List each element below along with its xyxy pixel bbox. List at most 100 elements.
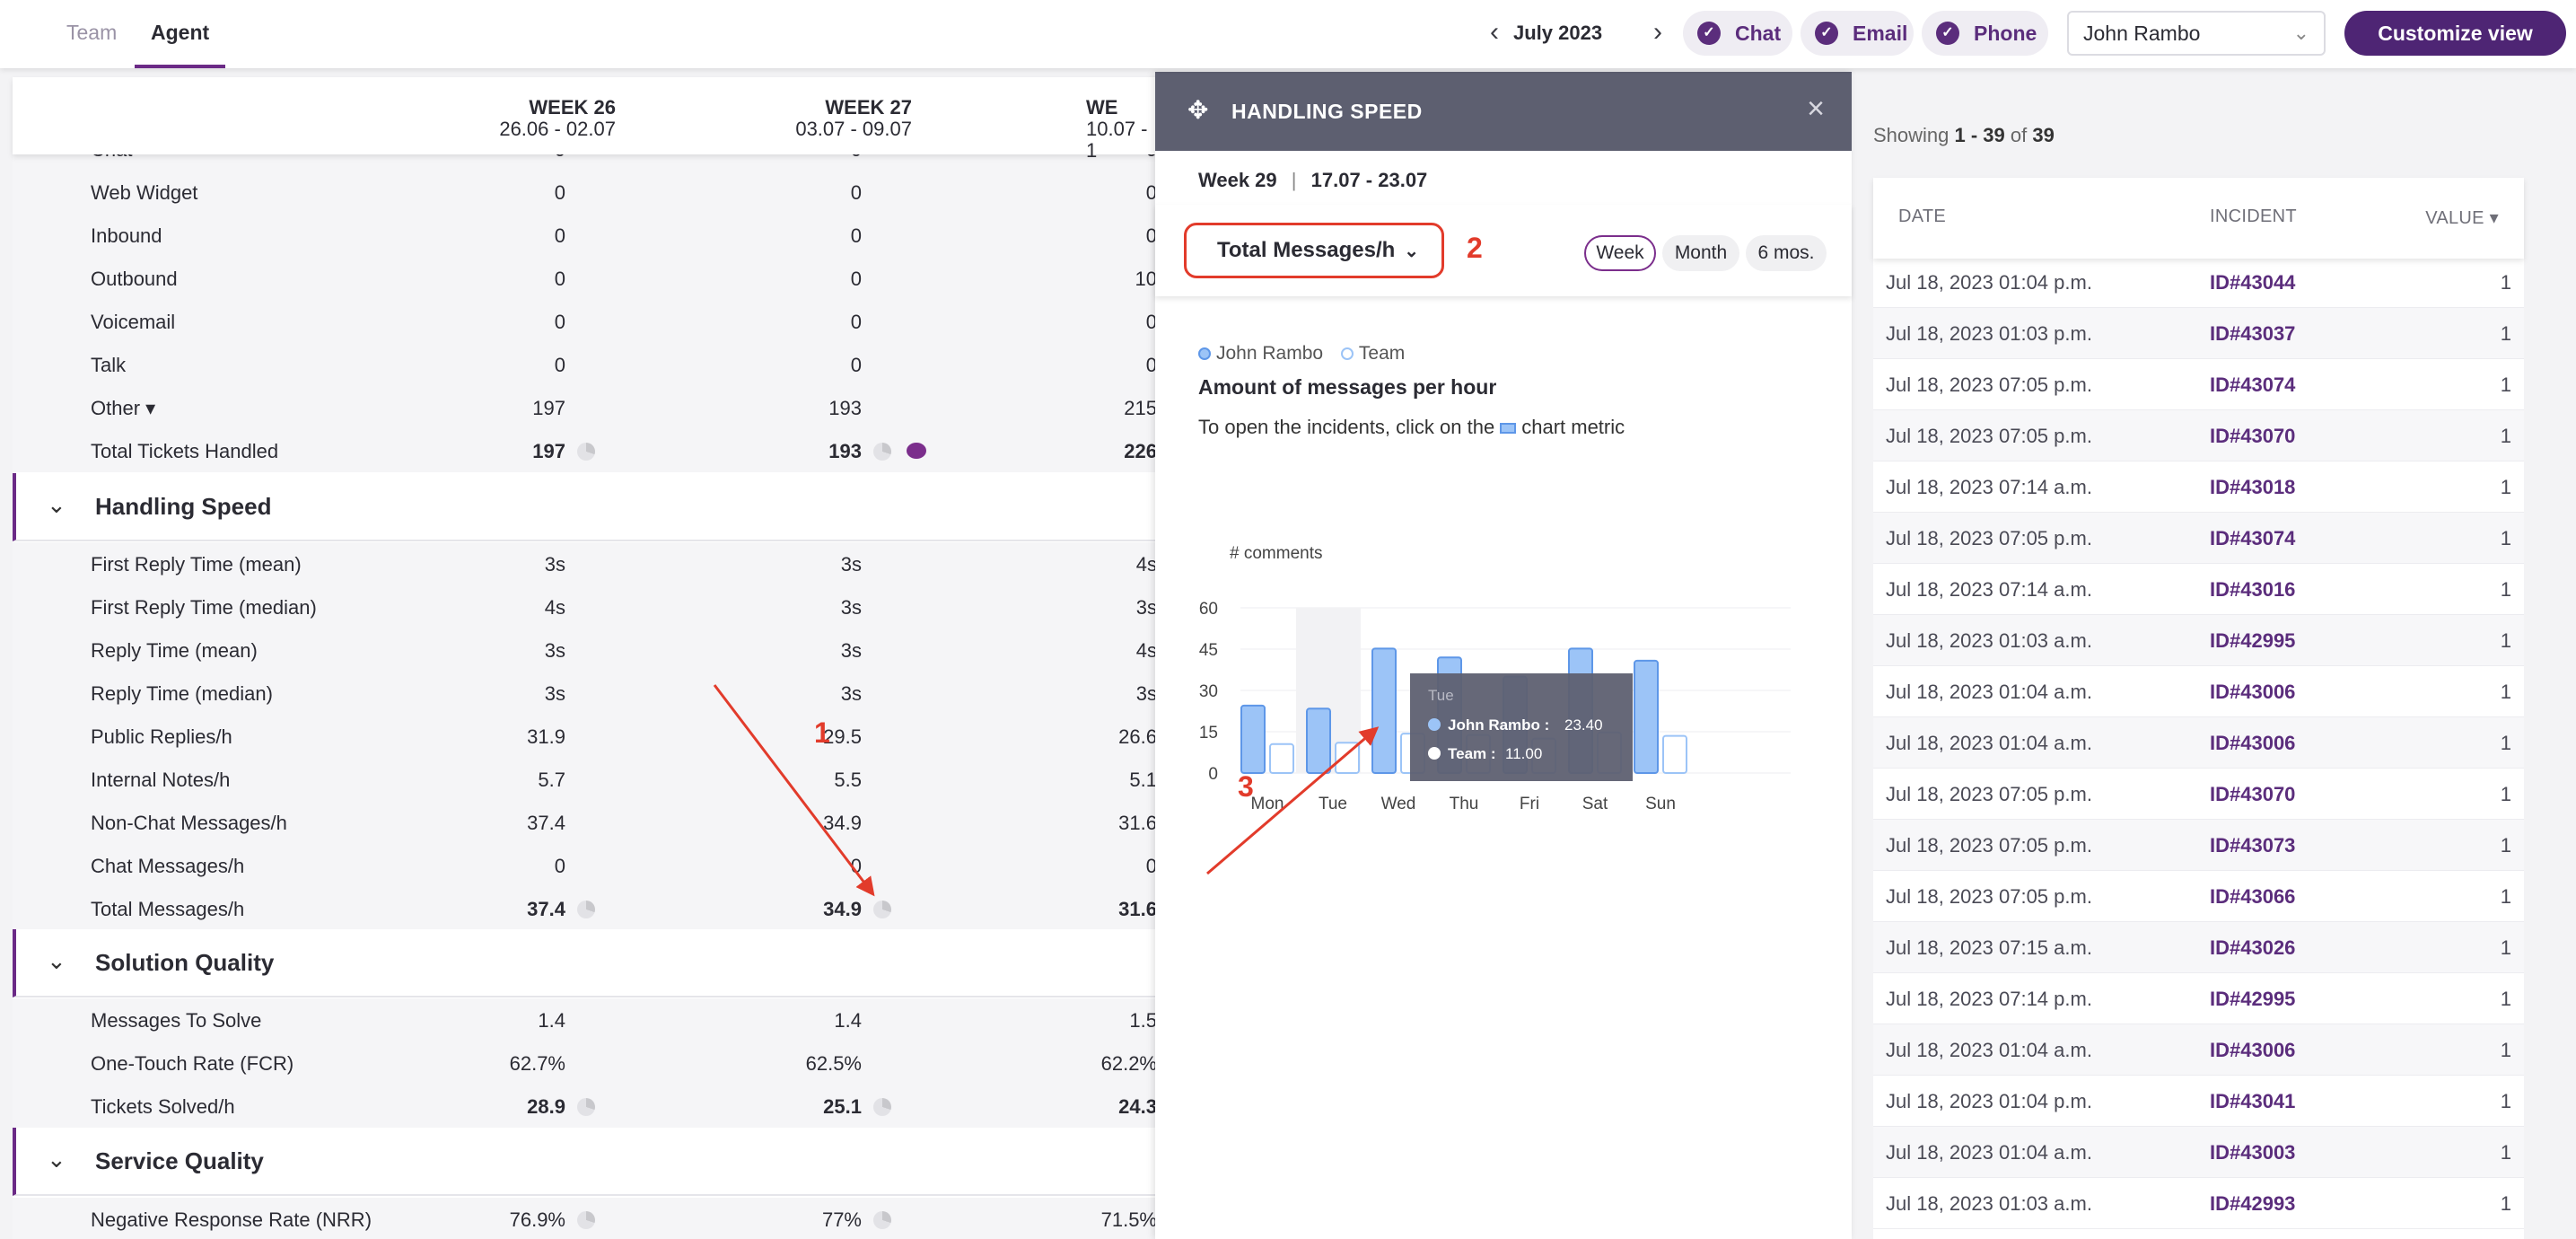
list-item[interactable]: Jul 18, 2023 07:05 p.m. ID#43074 1 [1873,359,2524,410]
table-row: One-Touch Rate (FCR) 62.7% 62.5% 62.2% [13,1041,1157,1085]
section-header[interactable]: ⌄ Service Quality [13,1128,1157,1196]
week-28-header: WE 10.07 - 1 [1086,96,1148,162]
incident-link[interactable]: ID#43016 [2210,578,2296,601]
row-value: 3s [840,553,862,576]
breakdown-pie-icon[interactable] [873,1098,891,1116]
table-row: Tickets Solved/h 28.9 25.1 24.3 [13,1085,1157,1128]
close-icon[interactable]: × [1807,92,1825,126]
incident-column-header[interactable]: INCIDENT [2210,206,2297,226]
incident-value: 1 [2500,1192,2511,1215]
bar-agent-mon[interactable] [1240,704,1266,774]
table-row: Public Replies/h 31.9 29.5 26.6 [13,715,1157,758]
email-filter-chip[interactable]: ✓ Email [1801,11,1914,56]
row-value: 29.5 [823,725,862,748]
incident-link[interactable]: ID#43041 [2210,1090,2296,1112]
chat-filter-chip[interactable]: ✓ Chat [1683,11,1792,56]
list-item[interactable]: Jul 18, 2023 01:04 a.m. ID#43003 1 [1873,1127,2524,1178]
row-label: Reply Time (mean) [91,639,258,662]
breakdown-pie-icon[interactable] [873,443,891,461]
next-month-button[interactable]: › [1653,17,1662,47]
bar-team-tue[interactable] [1335,742,1360,774]
list-item[interactable]: Jul 18, 2023 01:04 a.m. ID#43006 1 [1873,1024,2524,1076]
prev-month-button[interactable]: ‹ [1490,17,1499,47]
row-value: 193 [828,397,862,419]
section-title: Service Quality [95,1147,264,1174]
list-item[interactable]: Jul 18, 2023 07:14 a.m. ID#43018 1 [1873,461,2524,513]
bar-team-sun[interactable] [1662,734,1687,775]
list-item[interactable]: Jul 18, 2023 01:03 a.m. ID#42993 1 [1873,1178,2524,1229]
incident-link[interactable]: ID#43073 [2210,834,2296,857]
phone-filter-chip[interactable]: ✓ Phone [1922,11,2048,56]
list-item[interactable]: Jul 18, 2023 07:05 p.m. ID#43070 1 [1873,769,2524,820]
breakdown-pie-icon[interactable] [577,1098,595,1116]
tab-agent[interactable]: Agent [135,0,226,68]
breakdown-pie-icon[interactable] [577,901,595,918]
chevron-down-icon[interactable]: ⌄ [47,491,66,518]
panel-header[interactable]: ✥ HANDLING SPEED × [1155,72,1852,151]
row-value: 62.5% [805,1052,862,1075]
list-item[interactable]: Jul 18, 2023 07:05 p.m. ID#43066 1 [1873,871,2524,922]
list-item[interactable]: Jul 18, 2023 01:03 a.m. ID#42995 1 [1873,615,2524,666]
incident-link[interactable]: ID#43070 [2210,783,2296,805]
list-item[interactable]: Jul 18, 2023 01:04 a.m. ID#43006 1 [1873,666,2524,717]
incident-link[interactable]: ID#42995 [2210,629,2296,652]
chevron-down-icon[interactable]: ⌄ [47,947,66,974]
legend-agent[interactable]: John Rambo [1216,343,1324,364]
agent-select[interactable]: John Rambo ⌄ [2067,11,2326,56]
date-column-header[interactable]: DATE [1898,206,1947,226]
customize-view-button[interactable]: Customize view [2344,11,2566,56]
list-item[interactable]: Jul 18, 2023 07:14 p.m. ID#42995 1 [1873,973,2524,1024]
incident-value: 1 [2500,732,2511,754]
list-item[interactable]: Jul 18, 2023 01:04 p.m. ID#43041 1 [1873,1076,2524,1127]
bar-agent-sun[interactable] [1634,659,1659,775]
list-item[interactable]: Jul 18, 2023 07:05 p.m. ID#43070 1 [1873,410,2524,461]
list-item[interactable]: Jul 18, 2023 01:04 p.m. ID#43044 1 [1873,257,2524,308]
incident-link[interactable]: ID#43003 [2210,1141,2296,1164]
period-month-button[interactable]: Month [1662,235,1739,271]
incident-link[interactable]: ID#43074 [2210,527,2296,549]
incident-link[interactable]: ID#42995 [2210,988,2296,1010]
bar-team-mon[interactable] [1269,743,1294,774]
comment-icon[interactable] [907,443,926,459]
metric-dropdown[interactable]: Total Messages/h ⌄ [1184,223,1444,278]
breakdown-pie-icon[interactable] [873,901,891,918]
scrollbar[interactable] [2558,68,2576,1239]
section-header[interactable]: ⌄ Handling Speed [13,473,1157,541]
breakdown-pie-icon[interactable] [577,443,595,461]
period-week-button[interactable]: Week [1584,235,1656,271]
incident-link[interactable]: ID#43037 [2210,322,2296,345]
incident-link[interactable]: ID#43074 [2210,373,2296,396]
incident-link[interactable]: ID#43026 [2210,936,2296,959]
row-value: 24.3 [1118,1095,1157,1118]
tab-team[interactable]: Team [66,21,118,44]
incident-link[interactable]: ID#43006 [2210,732,2296,754]
value-column-header[interactable]: VALUE ▾ [2425,208,2499,228]
row-value: 3s [840,682,862,705]
move-icon[interactable]: ✥ [1187,96,1209,124]
row-label: Total Messages/h [91,898,245,920]
bar-agent-tue[interactable] [1306,707,1331,774]
list-item[interactable]: Jul 18, 2023 07:15 a.m. ID#43026 1 [1873,922,2524,973]
chevron-down-icon[interactable]: ⌄ [47,1146,66,1173]
section-title: Handling Speed [95,493,272,520]
incident-link[interactable]: ID#43070 [2210,425,2296,447]
row-value: 62.2% [1100,1052,1157,1075]
section-header[interactable]: ⌄ Solution Quality [13,929,1157,997]
period-6mos-button[interactable]: 6 mos. [1746,235,1827,271]
list-item[interactable]: Jul 18, 2023 01:03 p.m. ID#43037 1 [1873,308,2524,359]
list-item[interactable]: Jul 18, 2023 07:14 a.m. ID#43016 1 [1873,564,2524,615]
incident-link[interactable]: ID#43006 [2210,1039,2296,1061]
incident-value: 1 [2500,578,2511,601]
incident-link[interactable]: ID#43018 [2210,476,2296,498]
list-item[interactable]: Jul 18, 2023 01:04 a.m. ID#43006 1 [1873,717,2524,769]
incident-link[interactable]: ID#42993 [2210,1192,2296,1215]
incident-link[interactable]: ID#43066 [2210,885,2296,908]
legend-team[interactable]: Team [1358,343,1406,364]
list-item[interactable]: Jul 18, 2023 07:05 p.m. ID#43074 1 [1873,513,2524,564]
breakdown-pie-icon[interactable] [577,1211,595,1229]
breakdown-pie-icon[interactable] [873,1211,891,1229]
incident-link[interactable]: ID#43044 [2210,271,2296,294]
bar-agent-wed[interactable] [1371,647,1397,774]
incident-link[interactable]: ID#43006 [2210,681,2296,703]
list-item[interactable]: Jul 18, 2023 07:05 p.m. ID#43073 1 [1873,820,2524,871]
